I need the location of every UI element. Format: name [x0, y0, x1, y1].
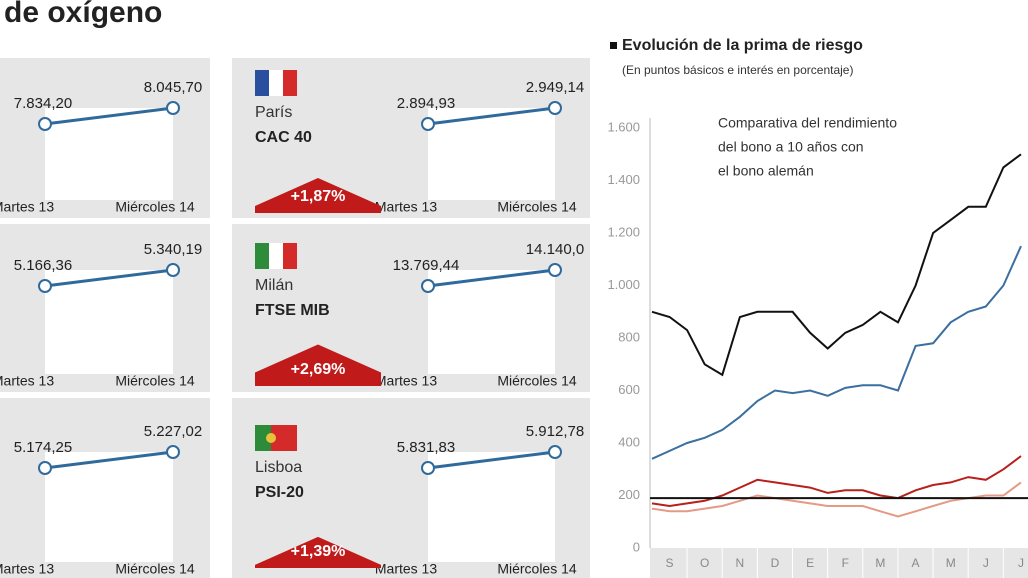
x-tick-label: A: [912, 556, 920, 570]
mini-plot: [428, 270, 555, 374]
series-line: [651, 153, 1022, 377]
annotation: del bono a 10 años con: [718, 139, 864, 155]
x-label: Martes 13: [375, 199, 437, 215]
series-line: [651, 245, 1022, 460]
title-bullet: [610, 42, 617, 49]
value-label: 14.140,0: [526, 241, 584, 258]
x-label: Martes 13: [375, 373, 437, 389]
x-tick-label: O: [700, 556, 709, 570]
annotation: Comparativa del rendimiento: [718, 115, 897, 131]
x-label: Miércoles 14: [115, 199, 195, 215]
y-tick-label: 0: [633, 539, 640, 554]
mini-line: [44, 106, 174, 126]
city: Milán: [255, 277, 293, 294]
value-label: 2.894,93: [397, 95, 455, 112]
value-label: 5.340,19: [144, 241, 202, 258]
mini-plot: [45, 108, 173, 200]
change-arrow: [255, 178, 381, 213]
city: París: [255, 104, 292, 121]
y-tick-label: 200: [618, 487, 640, 502]
mini-plot: [428, 108, 555, 200]
y-tick-label: 800: [618, 329, 640, 344]
value-label: 5.912,78: [526, 423, 584, 440]
mini-line: [427, 268, 556, 288]
mini-point: [421, 279, 435, 293]
value-label: 5.174,25: [14, 439, 72, 456]
x-tick-label: M: [946, 556, 956, 570]
mini-point: [166, 101, 180, 115]
mini-point: [166, 445, 180, 459]
x-tick-label: F: [842, 556, 849, 570]
x-label: Martes 13: [375, 561, 437, 577]
mini-line: [44, 450, 174, 470]
change-label: +1,39%: [291, 543, 346, 560]
mini-line: [427, 106, 556, 126]
y-tick-label: 400: [618, 434, 640, 449]
change-label: +1,87%: [291, 188, 346, 205]
mini-plot: [45, 452, 173, 562]
x-label: Martes 13: [0, 373, 54, 389]
y-tick-label: 1.600: [607, 119, 640, 134]
series-line: [651, 481, 1022, 518]
y-tick-label: 600: [618, 382, 640, 397]
x-label: Miércoles 14: [115, 373, 195, 389]
mini-point: [421, 117, 435, 131]
x-label: Miércoles 14: [497, 561, 577, 577]
mini-line: [427, 450, 556, 470]
change-label: +2,69%: [291, 361, 346, 378]
mini-point: [548, 445, 562, 459]
mini-point: [421, 461, 435, 475]
value-label: 7.834,20: [14, 95, 72, 112]
mini-plot: [45, 270, 173, 374]
mini-point: [38, 279, 52, 293]
mini-point: [166, 263, 180, 277]
x-tick-label: S: [666, 556, 674, 570]
x-label: Miércoles 14: [497, 199, 577, 215]
x-tick-label: D: [771, 556, 780, 570]
flag-italy: [255, 243, 297, 269]
x-tick-label: E: [806, 556, 814, 570]
x-label: Martes 13: [0, 561, 54, 577]
x-tick-label: M: [875, 556, 885, 570]
y-tick-label: 1.000: [607, 277, 640, 292]
annotation: el bono alemán: [718, 163, 814, 179]
value-label: 5.227,02: [144, 423, 202, 440]
change-arrow: [255, 344, 381, 386]
y-tick-label: 1.200: [607, 224, 640, 239]
x-tick-label: J: [983, 556, 989, 570]
value-label: 13.769,44: [393, 257, 460, 274]
mini-plot: [428, 452, 555, 562]
city: Lisboa: [255, 459, 302, 476]
mini-point: [38, 461, 52, 475]
mini-point: [548, 101, 562, 115]
mini-point: [38, 117, 52, 131]
index-name: CAC 40: [255, 129, 312, 146]
value-label: 5.166,36: [14, 257, 72, 274]
change-arrow: [255, 536, 381, 568]
chart-subtitle: (En puntos básicos e interés en porcenta…: [622, 63, 853, 77]
flag-portugal: [255, 425, 297, 451]
flag-france: [255, 70, 297, 96]
index-name: PSI-20: [255, 484, 304, 501]
chart-title: Evolución de la prima de riesgo: [622, 37, 863, 54]
index-name: FTSE MIB: [255, 302, 330, 319]
x-label: Martes 13: [0, 199, 54, 215]
x-label: Miércoles 14: [497, 373, 577, 389]
mini-line: [44, 268, 174, 288]
x-axis-band: [650, 548, 1028, 578]
y-tick-label: 1.400: [607, 172, 640, 187]
x-tick-label: J: [1018, 556, 1024, 570]
mini-point: [548, 263, 562, 277]
value-label: 5.831,83: [397, 439, 455, 456]
x-tick-label: N: [736, 556, 745, 570]
page-title: de oxígeno: [4, 0, 162, 29]
value-label: 2.949,14: [526, 79, 584, 96]
x-label: Miércoles 14: [115, 561, 195, 577]
value-label: 8.045,70: [144, 79, 202, 96]
